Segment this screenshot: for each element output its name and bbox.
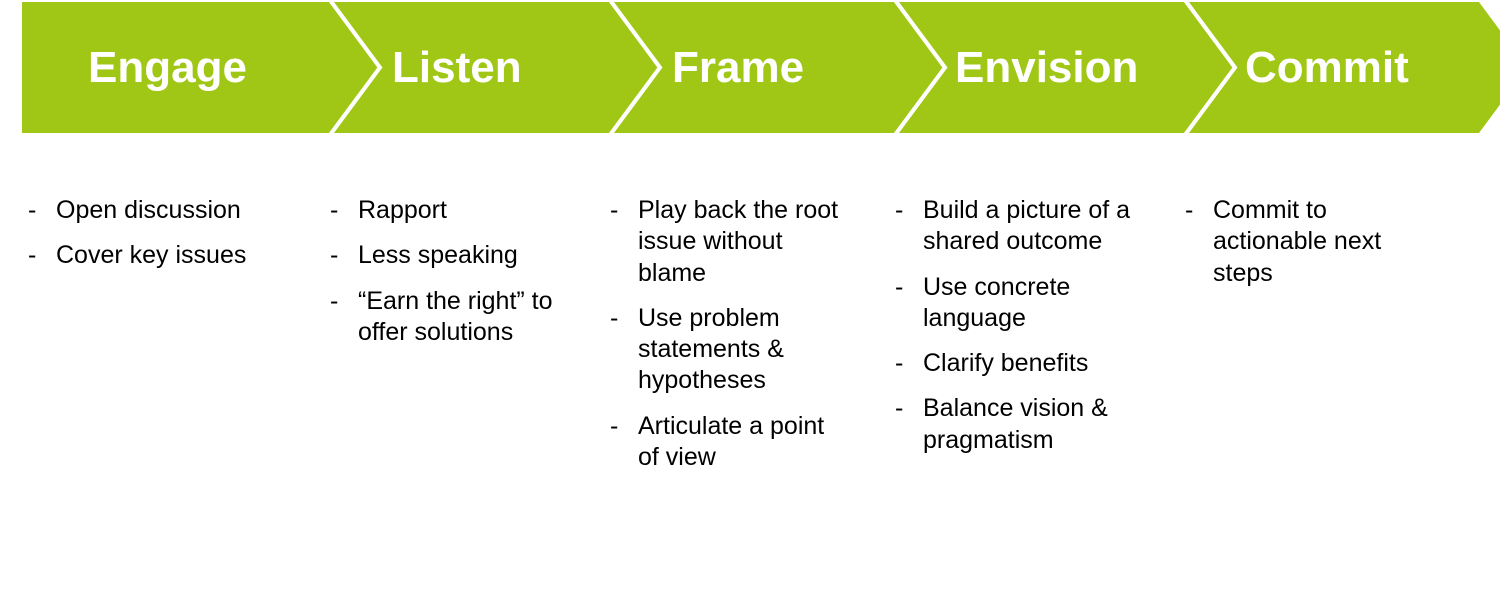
bullet-item: “Earn the right” to offer solutions <box>330 286 560 349</box>
bullets-col-4: Build a picture of a shared outcome Use c… <box>895 195 1145 470</box>
bullet-item: Open discussion <box>28 195 258 226</box>
bullet-item: Less speaking <box>330 240 560 271</box>
bullet-item: Commit to actionable next steps <box>1185 195 1425 289</box>
chevron-label-2: Listen <box>392 43 522 93</box>
bullet-item: Articulate a point of view <box>610 411 850 474</box>
bullet-list: Play back the root issue without blame Us… <box>610 195 850 473</box>
bullet-list: Commit to actionable next steps <box>1185 195 1425 289</box>
bullet-item: Play back the root issue without blame <box>610 195 850 289</box>
bullet-item: Balance vision & pragmatism <box>895 393 1145 456</box>
chevron-label-1: Engage <box>88 43 247 93</box>
bullets-col-5: Commit to actionable next steps <box>1185 195 1425 303</box>
bullet-item: Build a picture of a shared outcome <box>895 195 1145 258</box>
bullet-list: Build a picture of a shared outcome Use c… <box>895 195 1145 456</box>
bullet-list: Open discussion Cover key issues <box>28 195 258 272</box>
bullet-item: Cover key issues <box>28 240 258 271</box>
chevron-label-3: Frame <box>672 43 804 93</box>
chevron-label-4: Envision <box>955 43 1138 93</box>
bullet-item: Use concrete language <box>895 272 1145 335</box>
bullets-col-1: Open discussion Cover key issues <box>28 195 258 286</box>
bullet-item: Use problem statements & hypotheses <box>610 303 850 397</box>
chevron-row: Engage Listen Frame Envision Commit <box>0 0 1500 135</box>
bullets-col-3: Play back the root issue without blame Us… <box>610 195 850 487</box>
chevron-label-5: Commit <box>1245 43 1409 93</box>
bullet-list: Rapport Less speaking “Earn the right” to … <box>330 195 560 348</box>
bullet-item: Clarify benefits <box>895 348 1145 379</box>
bullet-item: Rapport <box>330 195 560 226</box>
bullets-col-2: Rapport Less speaking “Earn the right” to … <box>330 195 560 362</box>
